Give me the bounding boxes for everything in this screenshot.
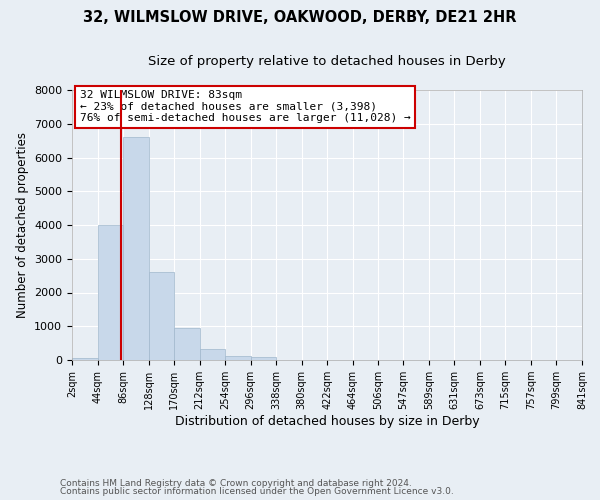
Bar — [251, 356, 276, 360]
Title: Size of property relative to detached houses in Derby: Size of property relative to detached ho… — [148, 55, 506, 68]
Text: 32 WILMSLOW DRIVE: 83sqm
← 23% of detached houses are smaller (3,398)
76% of sem: 32 WILMSLOW DRIVE: 83sqm ← 23% of detach… — [80, 90, 410, 123]
Text: 32, WILMSLOW DRIVE, OAKWOOD, DERBY, DE21 2HR: 32, WILMSLOW DRIVE, OAKWOOD, DERBY, DE21… — [83, 10, 517, 25]
Bar — [174, 328, 200, 360]
Bar — [149, 272, 174, 360]
Y-axis label: Number of detached properties: Number of detached properties — [16, 132, 29, 318]
Bar — [123, 137, 149, 360]
Bar — [98, 225, 123, 360]
Bar — [200, 349, 225, 360]
X-axis label: Distribution of detached houses by size in Derby: Distribution of detached houses by size … — [175, 415, 479, 428]
Bar — [72, 358, 98, 360]
Bar — [225, 356, 251, 360]
Text: Contains HM Land Registry data © Crown copyright and database right 2024.: Contains HM Land Registry data © Crown c… — [60, 478, 412, 488]
Text: Contains public sector information licensed under the Open Government Licence v3: Contains public sector information licen… — [60, 487, 454, 496]
